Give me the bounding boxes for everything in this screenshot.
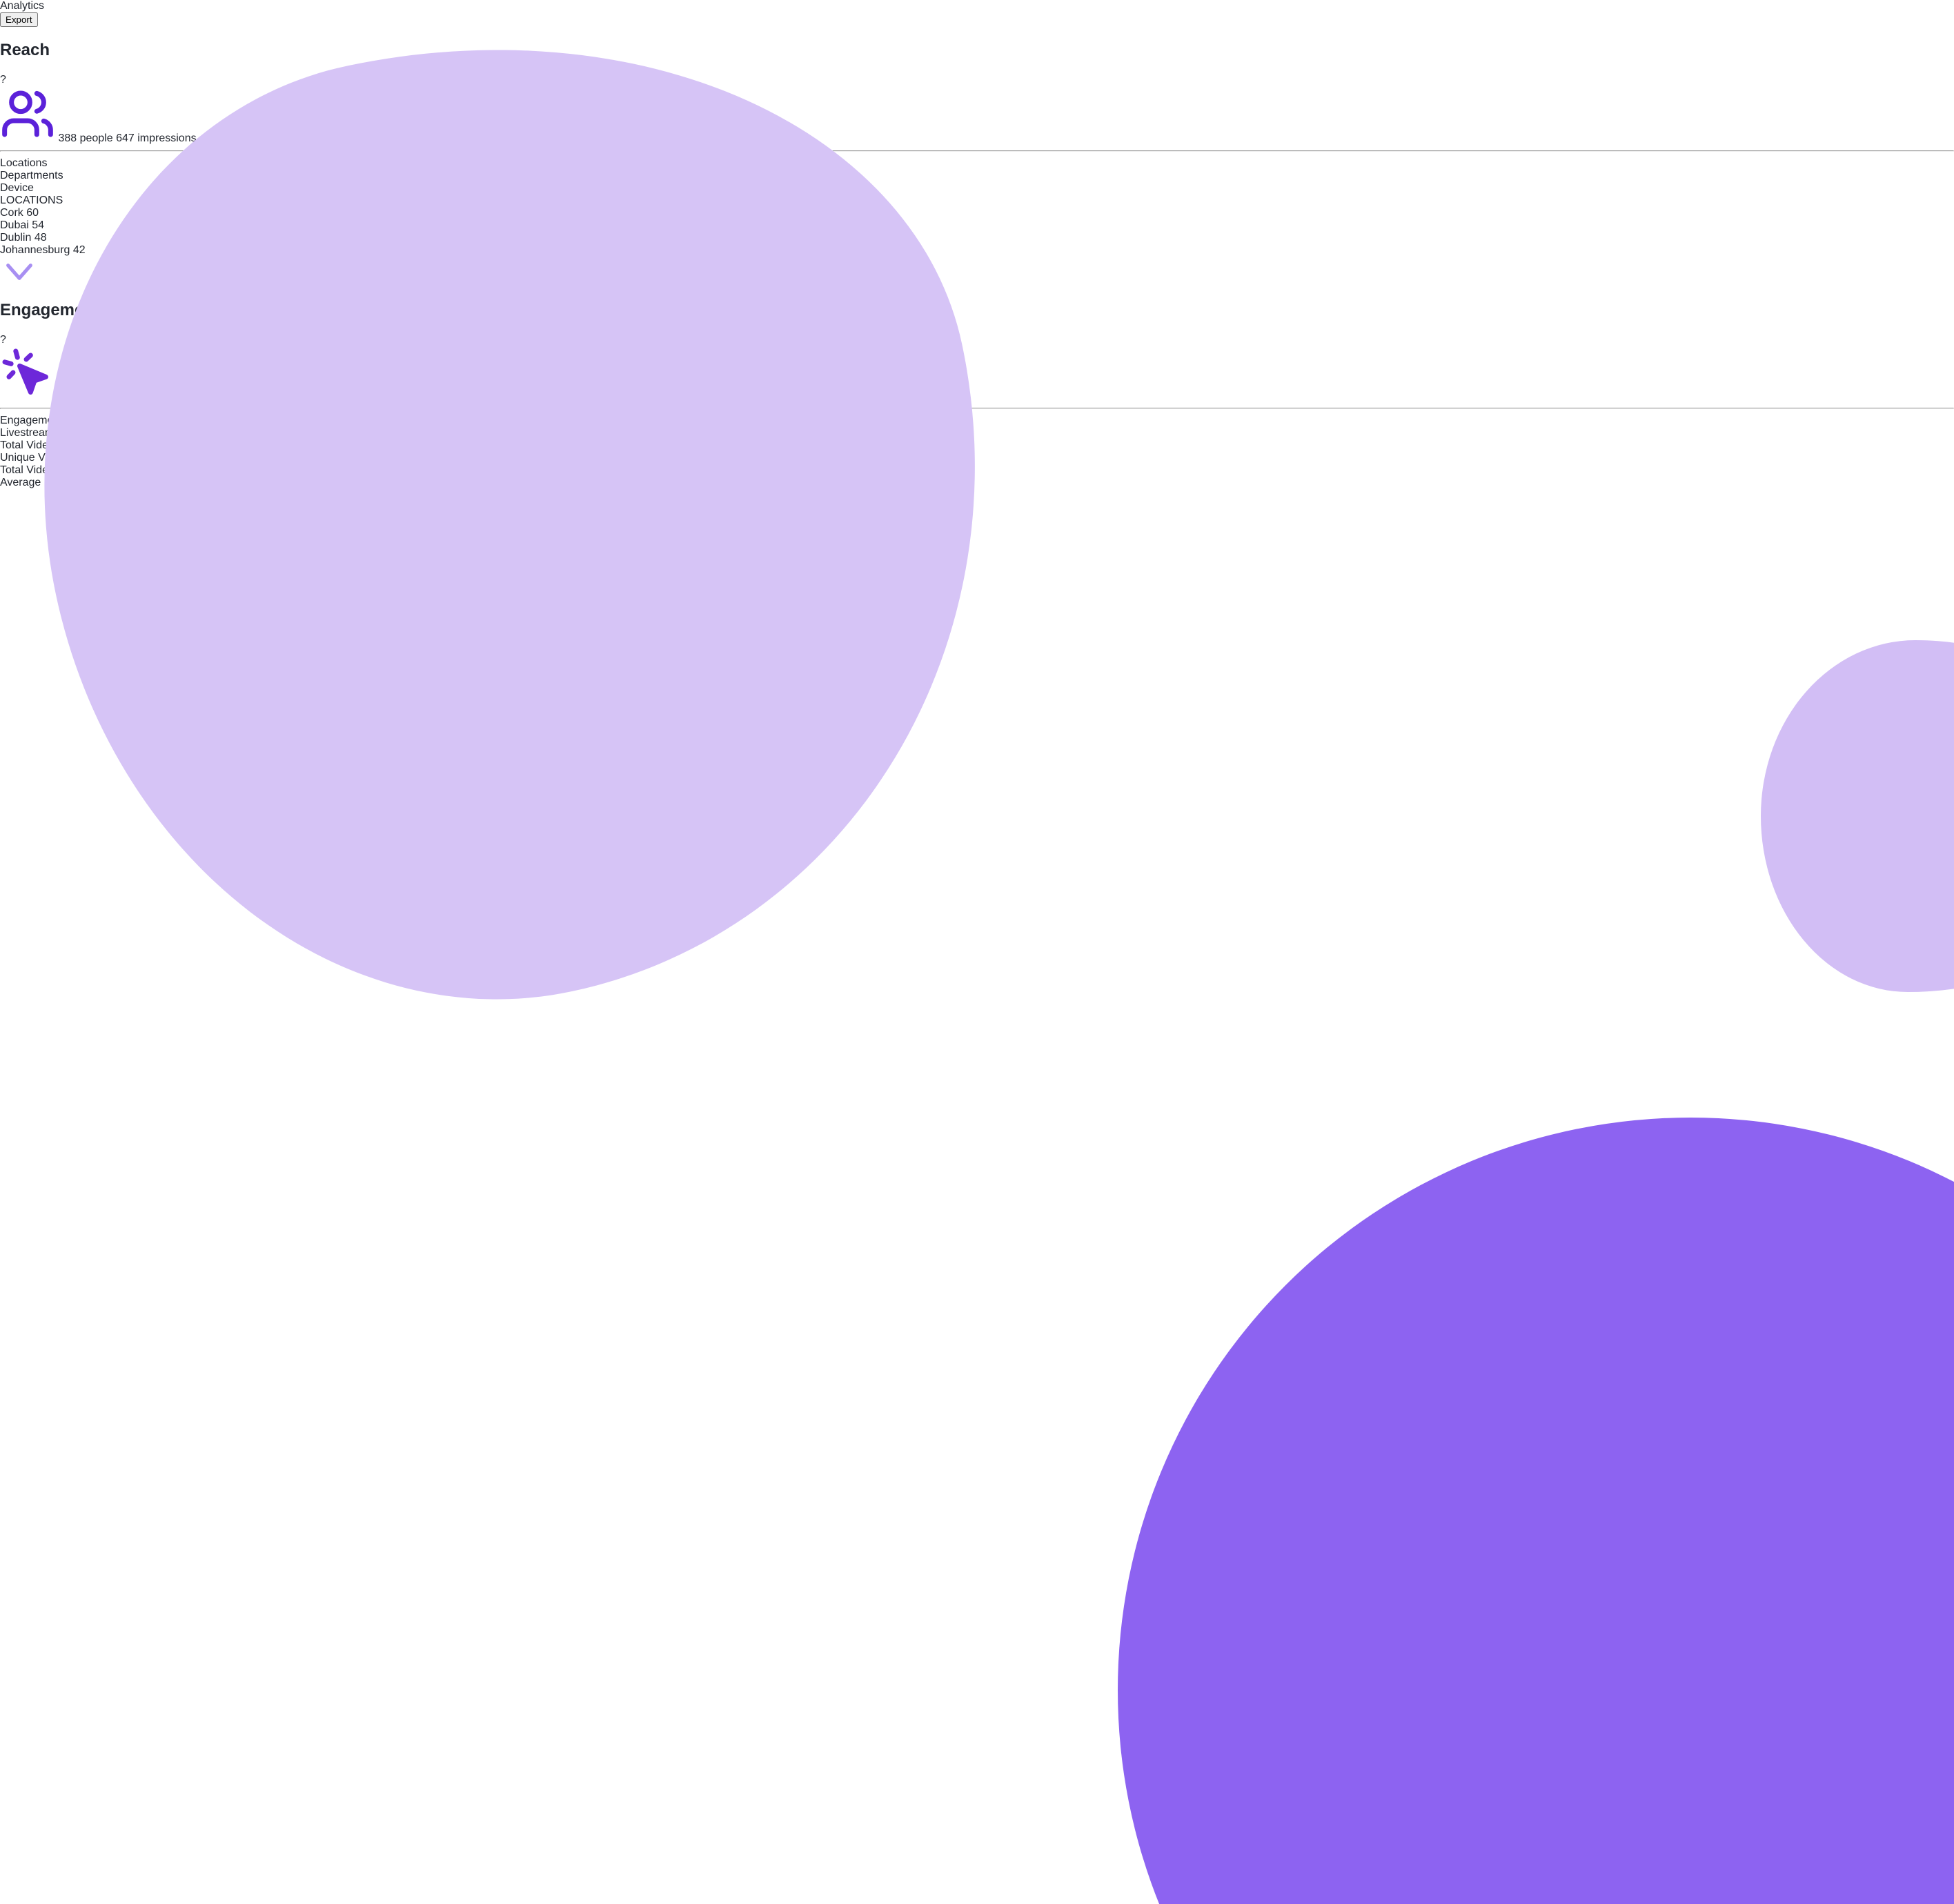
users-icon [0, 90, 58, 144]
table-row: Johannesburg 42 [0, 244, 1954, 257]
location-value: 48 [34, 231, 47, 244]
location-value: 42 [72, 244, 86, 256]
tab-locations[interactable]: Locations [0, 157, 48, 169]
reach-help-icon[interactable]: ? [0, 73, 6, 86]
reach-title: Reach [0, 40, 50, 59]
page-title: Analytics [0, 0, 45, 12]
locations-table-header: LOCATIONS [0, 194, 63, 206]
tab-departments[interactable]: Departments [0, 169, 63, 181]
chevron-down-icon [0, 257, 1954, 287]
location-name: Dublin [0, 231, 32, 244]
location-name: Cork [0, 206, 23, 219]
tab-device[interactable]: Device [0, 181, 34, 194]
table-row: Dublin 48 [0, 232, 1954, 244]
expand-locations-button[interactable] [0, 257, 1954, 287]
mouse-pointer-click-icon [0, 348, 55, 401]
reach-impressions-count: 647 impressions [116, 132, 197, 144]
location-name: Dubai [0, 219, 29, 231]
reach-statline: 388 people 647 impressions [0, 86, 1954, 145]
card-gradient-border [157, 133, 1822, 1763]
reach-people-count: 388 people [58, 132, 113, 144]
location-name: Johannesburg [0, 244, 70, 256]
reach-panel: Reach ? 388 people 647 impressions Locat… [0, 41, 1954, 287]
table-row: Dubai 54 [0, 219, 1954, 232]
location-value: 60 [26, 206, 39, 219]
engagement-help-icon[interactable]: ? [0, 333, 6, 346]
locations-table: Cork 60 Dubai 54 Dublin 48 Johannesburg … [0, 207, 1954, 257]
export-button[interactable]: Export [0, 12, 38, 27]
location-value: 54 [32, 219, 45, 231]
table-row: Cork 60 [0, 207, 1954, 219]
